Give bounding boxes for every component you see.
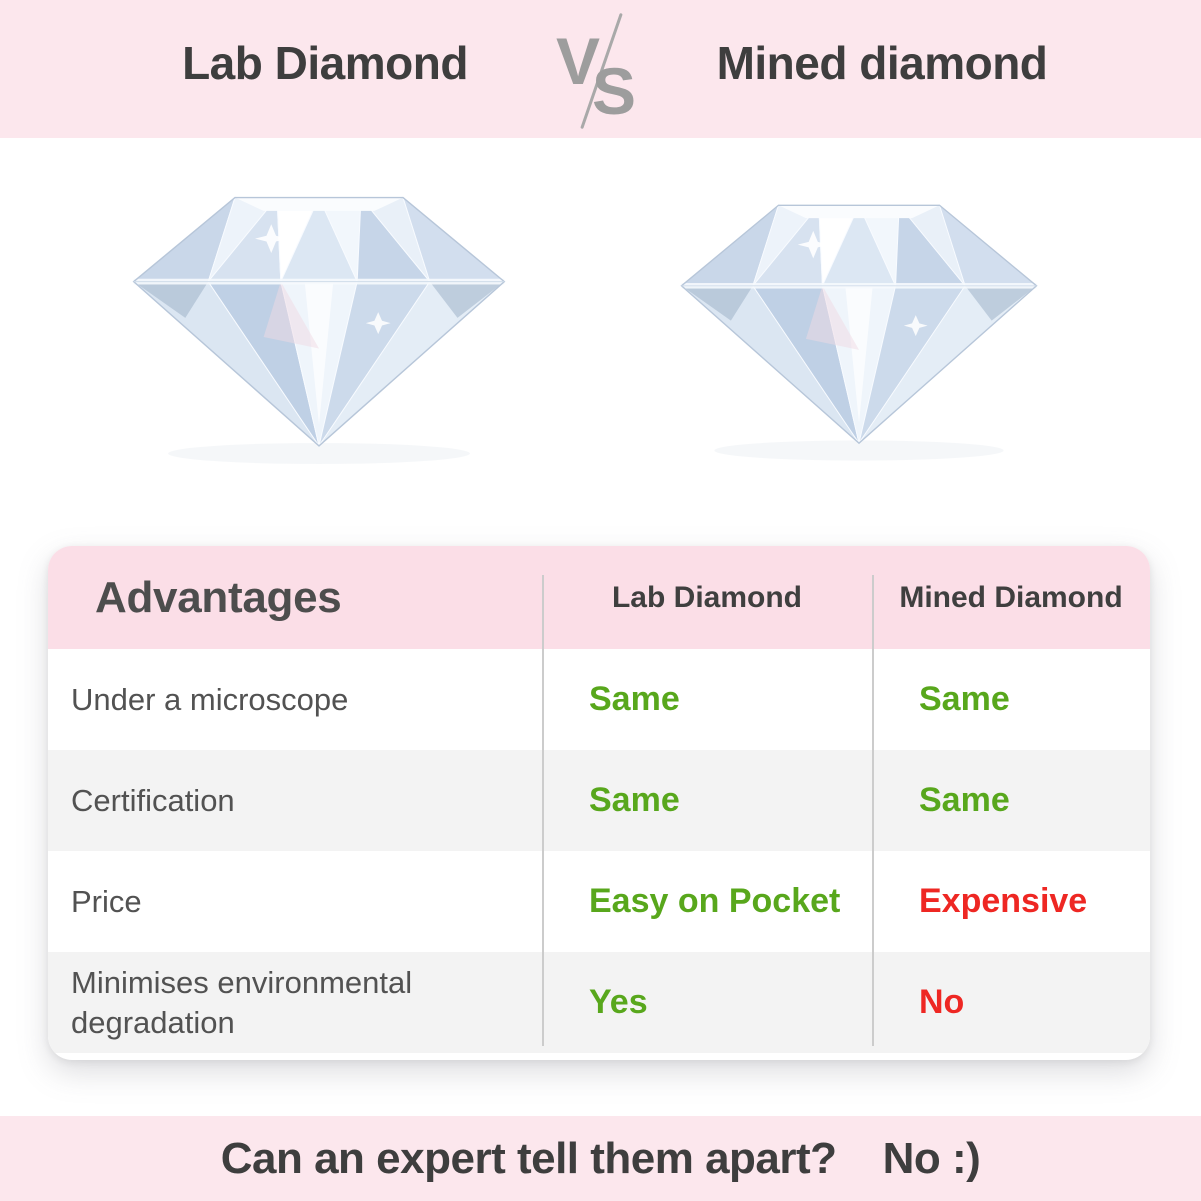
advantages-heading: Advantages: [95, 572, 342, 622]
lab-diamond-image: [128, 186, 510, 530]
table-row: Under a microscope Same Same: [48, 649, 1150, 750]
column-header-lab-diamond: Lab Diamond: [611, 580, 802, 614]
top-banner: Lab Diamond V S Mined diamond: [0, 0, 1201, 138]
table-row: Certification Same Same: [48, 750, 1150, 851]
row-label: Minimises environmental degradation: [71, 965, 413, 1040]
table-header-row: Advantages Lab Diamond Mined Diamond: [48, 546, 1150, 649]
column-divider: [872, 575, 874, 1046]
mined-value-cell: Expensive: [919, 882, 1088, 920]
row-label: Under a microscope: [71, 681, 349, 717]
mined-value-cell: Same: [919, 680, 1010, 718]
comparison-table-card: Advantages Lab Diamond Mined Diamond Und…: [48, 546, 1150, 1060]
row-label: Price: [71, 883, 142, 919]
footer-answer: No :): [882, 1133, 981, 1183]
lab-value-cell: Same: [589, 781, 680, 819]
table-row: Price Easy on Pocket Expensive: [48, 851, 1150, 952]
table-row: Minimises environmental degradation Yes …: [48, 952, 1150, 1053]
vs-letter-v: V: [556, 24, 601, 98]
lab-value-cell: Yes: [589, 983, 648, 1021]
lab-diamond-title: Lab Diamond: [182, 37, 468, 89]
lab-value-cell: Same: [589, 680, 680, 718]
row-label: Certification: [71, 782, 235, 818]
vs-letter-s: S: [592, 54, 637, 128]
column-header-mined-diamond: Mined Diamond: [899, 580, 1123, 614]
lab-value-cell: Easy on Pocket: [589, 882, 841, 920]
footer-question: Can an expert tell them apart?: [220, 1133, 837, 1183]
column-divider: [542, 575, 544, 1046]
mined-diamond-title: Mined diamond: [716, 37, 1048, 89]
bottom-banner: Can an expert tell them apart? No :): [0, 1116, 1201, 1201]
mined-value-cell: No: [919, 983, 965, 1021]
mined-diamond-image: [676, 194, 1042, 524]
mined-value-cell: Same: [919, 781, 1010, 819]
